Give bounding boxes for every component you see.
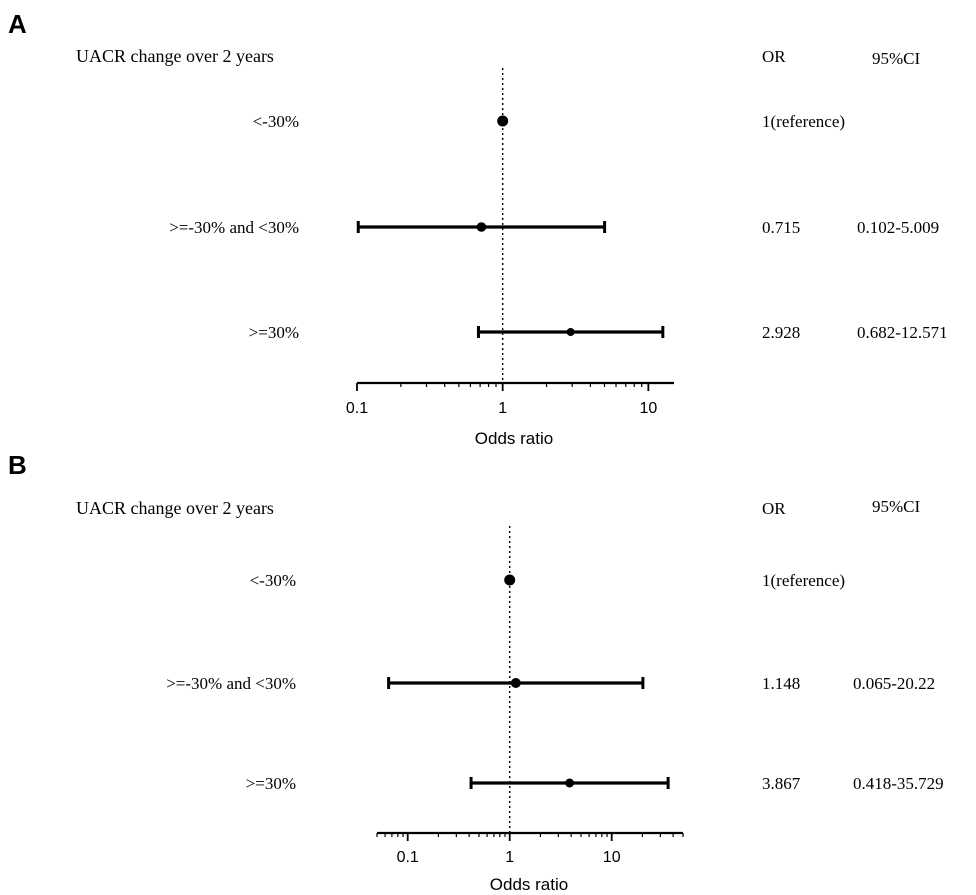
panel-a-or-point xyxy=(497,115,509,127)
panel-a-row-label: >=30% xyxy=(249,323,299,342)
panel-b-plot: 0.1 1 10 <-30% 1(reference) >=-30% and <30% 1.… xyxy=(166,526,944,866)
panel-b-tick-label: 1 xyxy=(505,849,514,866)
panel-a-or-point xyxy=(566,328,575,336)
panel-b-or-point xyxy=(565,778,575,788)
panel-b-row-label: <-30% xyxy=(250,571,296,590)
panel-a-letter: A xyxy=(8,9,27,39)
panel-a-tick-label: 0.1 xyxy=(346,400,368,417)
panel-a-heading: UACR change over 2 years xyxy=(76,46,274,66)
panel-b-or-point xyxy=(504,574,516,586)
panel-b-or-value: 3.867 xyxy=(762,774,801,793)
panel-a-tick-label: 1 xyxy=(498,400,507,417)
panel-a-or-value: 1(reference) xyxy=(762,112,845,131)
panel-a-row-label: <-30% xyxy=(253,112,299,131)
panel-a-or-value: 2.928 xyxy=(762,323,800,342)
panel-b-row-label: >=-30% and <30% xyxy=(166,674,296,693)
panel-b-or-point xyxy=(510,678,521,688)
panel-a-plot: 0.1 1 10 <-30% 1(reference) >=-30% and <30% 0.… xyxy=(169,68,948,417)
panel-b-or-value: 1.148 xyxy=(762,674,800,693)
panel-b-ci-value: 0.418-35.729 xyxy=(853,774,944,793)
panel-a: A UACR change over 2 years OR 95%CI 0.1 1… xyxy=(8,9,948,448)
panel-b: B UACR change over 2 years OR 95%CI 0.1 1… xyxy=(8,450,944,894)
panel-b-or-header: OR xyxy=(762,499,786,518)
panel-b-tick-label: 0.1 xyxy=(397,849,419,866)
panel-b-heading: UACR change over 2 years xyxy=(76,498,274,518)
panel-b-ci-value: 0.065-20.22 xyxy=(853,674,935,693)
panel-a-ci-value: 0.682-12.571 xyxy=(857,323,948,342)
panel-a-tick-label: 10 xyxy=(639,400,657,417)
panel-a-or-value: 0.715 xyxy=(762,218,800,237)
panel-a-or-point xyxy=(476,222,487,232)
panel-b-or-value: 1(reference) xyxy=(762,571,845,590)
panel-b-tick-label: 10 xyxy=(603,849,621,866)
panel-a-or-header: OR xyxy=(762,47,786,66)
panel-a-ci-header: 95%CI xyxy=(872,49,921,68)
panel-a-xlabel: Odds ratio xyxy=(475,429,553,448)
panel-b-row-label: >=30% xyxy=(246,774,296,793)
panel-b-xlabel: Odds ratio xyxy=(490,875,568,894)
panel-b-letter: B xyxy=(8,450,27,480)
panel-b-ci-header: 95%CI xyxy=(872,497,921,516)
panel-a-row-label: >=-30% and <30% xyxy=(169,218,299,237)
panel-a-ci-value: 0.102-5.009 xyxy=(857,218,939,237)
